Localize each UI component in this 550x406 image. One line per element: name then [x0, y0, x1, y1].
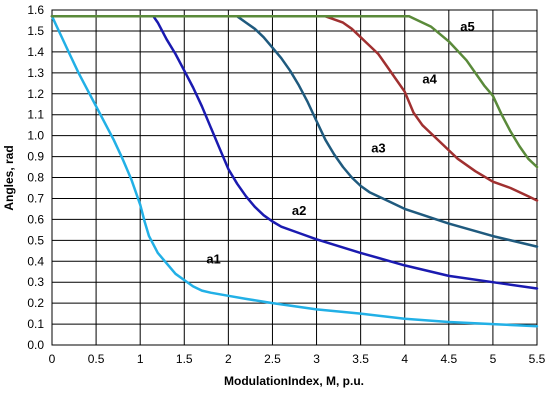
series-label-a2: a2: [292, 203, 306, 218]
y-axis-ticks: 0.0 0.1 0.2 0.3 0.4 0.5 0.6 0.7 0.8 0.9 1.0 1.1 1.2 1…: [27, 3, 44, 352]
x-tick-label: 2.5: [264, 352, 281, 366]
y-tick-label: 0.3: [27, 275, 44, 289]
y-tick-label: 1.4: [27, 45, 44, 59]
x-tick-label: 4: [401, 352, 408, 366]
x-tick-label: 4.5: [440, 352, 457, 366]
x-tick-label: 1: [137, 352, 144, 366]
x-tick-label: 5.5: [529, 352, 546, 366]
y-axis-title: Angles, rad: [2, 145, 16, 210]
series-line-a1: [50, 15, 539, 328]
chart-grid: [51, 9, 538, 346]
series-line-a3: [50, 15, 539, 248]
y-tick-label: 0.1: [27, 317, 44, 331]
y-tick-label: 1.0: [27, 129, 44, 143]
x-tick-label: 1.5: [176, 352, 193, 366]
series-labels: a1 a2 a3 a4 a5: [206, 19, 474, 266]
y-tick-label: 1.3: [27, 66, 44, 80]
series-line-a4: [50, 15, 539, 202]
y-tick-label: 0.2: [27, 296, 44, 310]
y-tick-label: 0.0: [27, 338, 44, 352]
series-label-a5: a5: [460, 19, 474, 34]
y-tick-label: 0.6: [27, 212, 44, 226]
x-tick-label: 0.5: [88, 352, 105, 366]
x-tick-label: 3.5: [352, 352, 369, 366]
series-line-a5: [50, 15, 539, 169]
series-line-a2: [50, 15, 539, 290]
y-tick-label: 1.6: [27, 3, 44, 17]
y-tick-label: 1.5: [27, 24, 44, 38]
x-axis-title: ModulationIndex, M, p.u.: [224, 374, 364, 388]
series-label-a3: a3: [371, 140, 385, 155]
x-tick-label: 3: [313, 352, 320, 366]
y-tick-label: 1.1: [27, 108, 44, 122]
y-tick-label: 0.8: [27, 171, 44, 185]
x-axis-ticks: 0 0.5 1 1.5 2 2.5 3 3.5 4 4.5 5 5.5: [49, 352, 546, 366]
x-tick-label: 0: [49, 352, 56, 366]
y-tick-label: 0.5: [27, 233, 44, 247]
series-label-a1: a1: [206, 251, 220, 266]
x-tick-label: 5: [490, 352, 497, 366]
x-tick-label: 2: [225, 352, 232, 366]
y-tick-label: 0.9: [27, 150, 44, 164]
y-tick-label: 1.2: [27, 87, 44, 101]
series-lines: [50, 15, 539, 328]
y-tick-label: 0.7: [27, 191, 44, 205]
y-tick-label: 0.4: [27, 254, 44, 268]
plot-area-border: [51, 9, 538, 346]
series-label-a4: a4: [422, 71, 437, 86]
